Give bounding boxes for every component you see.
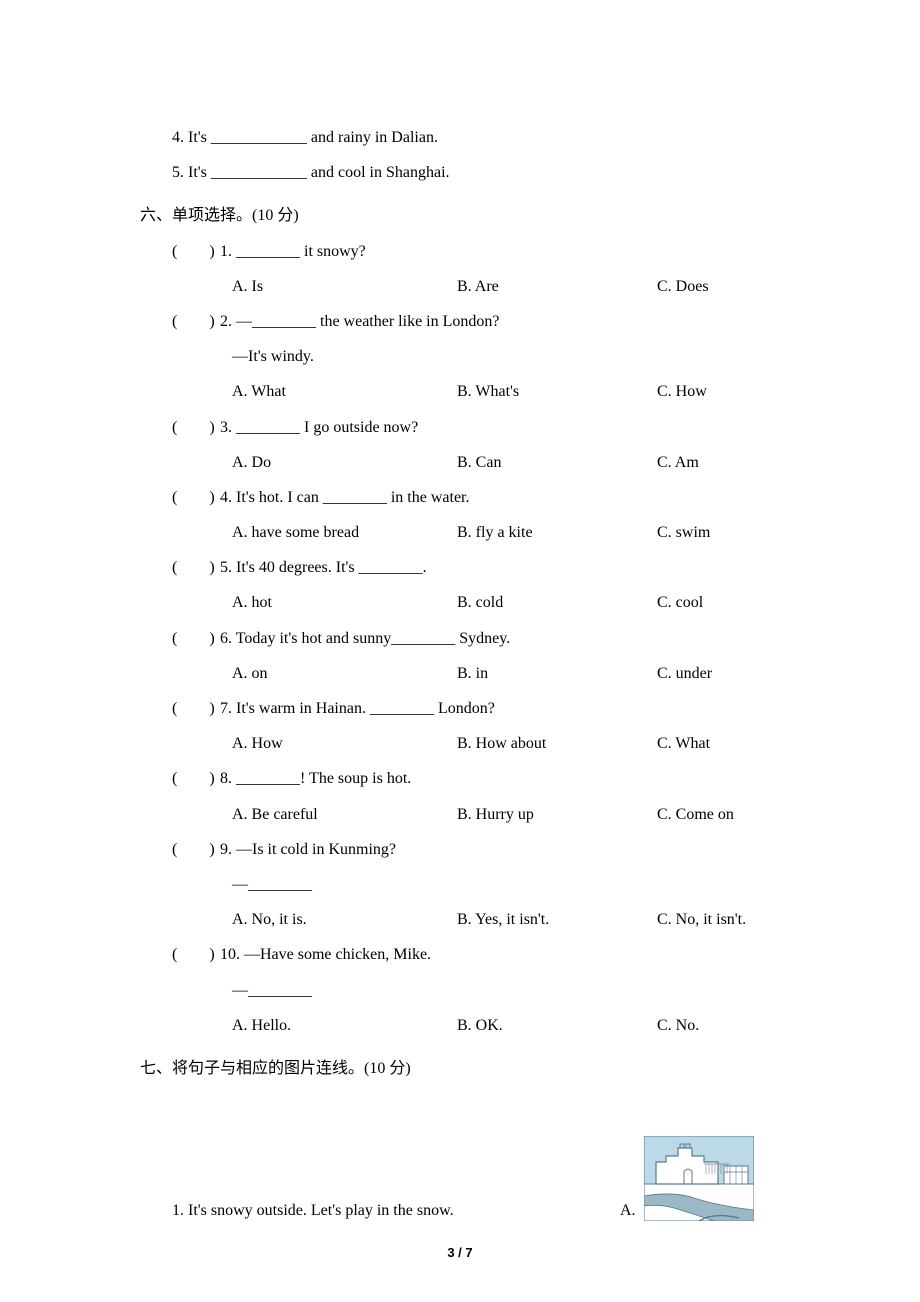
page-number: 3 / 7 xyxy=(0,1239,920,1268)
mc-option-b[interactable]: B. How about xyxy=(457,726,657,761)
mc-item-5: ( )5. It's 40 degrees. It's ________.A. … xyxy=(172,550,770,620)
match-row-1: 1. It's snowy outside. Let's play in the… xyxy=(140,1136,770,1228)
mc-question-text: 6. Today it's hot and sunny________ Sydn… xyxy=(220,621,770,656)
mc-option-c[interactable]: C. Am xyxy=(657,445,770,480)
mc-body: 6. Today it's hot and sunny________ Sydn… xyxy=(220,621,770,691)
mc-option-b[interactable]: B. OK. xyxy=(457,1008,657,1043)
answer-bracket[interactable]: ( ) xyxy=(172,550,220,620)
answer-bracket[interactable]: ( ) xyxy=(172,304,220,410)
mc-option-b[interactable]: B. Can xyxy=(457,445,657,480)
mc-option-a[interactable]: A. How xyxy=(232,726,457,761)
answer-bracket[interactable]: ( ) xyxy=(172,234,220,304)
mc-option-a[interactable]: A. No, it is. xyxy=(232,902,457,937)
mc-item-7: ( )7. It's warm in Hainan. ________ Lond… xyxy=(172,691,770,761)
mc-option-b[interactable]: B. What's xyxy=(457,374,657,409)
mc-option-c[interactable]: C. What xyxy=(657,726,770,761)
answer-bracket[interactable]: ( ) xyxy=(172,691,220,761)
answer-bracket[interactable]: ( ) xyxy=(172,832,220,938)
mc-option-c[interactable]: C. No. xyxy=(657,1008,770,1043)
mc-item-9: ( )9. —Is it cold in Kunming?—________A.… xyxy=(172,832,770,938)
mc-item-8: ( )8. ________! The soup is hot.A. Be ca… xyxy=(172,761,770,831)
fill-in-q4: 4. It's ____________ and rainy in Dalian… xyxy=(172,120,770,155)
mc-question-text: 1. ________ it snowy? xyxy=(220,234,770,269)
mc-question-text: 3. ________ I go outside now? xyxy=(220,410,770,445)
mc-options: A. onB. inC. under xyxy=(232,656,770,691)
mc-options: A. IsB. AreC. Does xyxy=(232,269,770,304)
mc-options: A. Hello.B. OK.C. No. xyxy=(232,1008,770,1043)
mc-options: A. DoB. CanC. Am xyxy=(232,445,770,480)
answer-bracket[interactable]: ( ) xyxy=(172,761,220,831)
mc-body: 8. ________! The soup is hot.A. Be caref… xyxy=(220,761,770,831)
match-image-cell-a: A. xyxy=(620,1136,770,1228)
section-7-heading: 七、将句子与相应的图片连线。(10 分) xyxy=(140,1051,770,1086)
mc-option-c[interactable]: C. cool xyxy=(657,585,770,620)
mc-option-a[interactable]: A. What xyxy=(232,374,457,409)
mc-option-a[interactable]: A. Is xyxy=(232,269,457,304)
match-image-label-a: A. xyxy=(620,1193,636,1228)
mc-followup-text: —________ xyxy=(232,973,770,1008)
mc-body: 1. ________ it snowy?A. IsB. AreC. Does xyxy=(220,234,770,304)
mc-option-b[interactable]: B. Are xyxy=(457,269,657,304)
mc-question-text: 9. —Is it cold in Kunming? xyxy=(220,832,770,867)
mc-options: A. have some breadB. fly a kiteC. swim xyxy=(232,515,770,550)
mc-option-a[interactable]: A. have some bread xyxy=(232,515,457,550)
fill-in-q5: 5. It's ____________ and cool in Shangha… xyxy=(172,155,770,190)
mc-body: 10. —Have some chicken, Mike.—________A.… xyxy=(220,937,770,1043)
mc-options: A. WhatB. What'sC. How xyxy=(232,374,770,409)
mc-option-a[interactable]: A. Do xyxy=(232,445,457,480)
mc-option-b[interactable]: B. Hurry up xyxy=(457,797,657,832)
answer-bracket[interactable]: ( ) xyxy=(172,480,220,550)
mc-followup-text: —It's windy. xyxy=(232,339,770,374)
mc-question-text: 10. —Have some chicken, Mike. xyxy=(220,937,770,972)
mc-item-1: ( )1. ________ it snowy?A. IsB. AreC. Do… xyxy=(172,234,770,304)
mc-option-a[interactable]: A. hot xyxy=(232,585,457,620)
mc-item-2: ( )2. —________ the weather like in Lond… xyxy=(172,304,770,410)
answer-bracket[interactable]: ( ) xyxy=(172,621,220,691)
match-sentence-1: 1. It's snowy outside. Let's play in the… xyxy=(172,1193,620,1228)
mc-body: 2. —________ the weather like in London?… xyxy=(220,304,770,410)
mc-options: A. Be carefulB. Hurry upC. Come on xyxy=(232,797,770,832)
mc-question-text: 7. It's warm in Hainan. ________ London? xyxy=(220,691,770,726)
mc-item-6: ( )6. Today it's hot and sunny________ S… xyxy=(172,621,770,691)
multiple-choice-list: ( )1. ________ it snowy?A. IsB. AreC. Do… xyxy=(140,234,770,1043)
mc-option-a[interactable]: A. Be careful xyxy=(232,797,457,832)
mc-body: 3. ________ I go outside now?A. DoB. Can… xyxy=(220,410,770,480)
mc-option-b[interactable]: B. Yes, it isn't. xyxy=(457,902,657,937)
mc-option-c[interactable]: C. swim xyxy=(657,515,770,550)
answer-bracket[interactable]: ( ) xyxy=(172,937,220,1043)
mc-option-c[interactable]: C. Come on xyxy=(657,797,770,832)
mc-body: 9. —Is it cold in Kunming?—________A. No… xyxy=(220,832,770,938)
answer-bracket[interactable]: ( ) xyxy=(172,410,220,480)
scene-illustration-icon xyxy=(644,1136,754,1228)
mc-body: 4. It's hot. I can ________ in the water… xyxy=(220,480,770,550)
mc-option-c[interactable]: C. How xyxy=(657,374,770,409)
mc-item-10: ( )10. —Have some chicken, Mike.—_______… xyxy=(172,937,770,1043)
mc-body: 5. It's 40 degrees. It's ________.A. hot… xyxy=(220,550,770,620)
mc-options: A. hotB. coldC. cool xyxy=(232,585,770,620)
mc-body: 7. It's warm in Hainan. ________ London?… xyxy=(220,691,770,761)
mc-item-4: ( )4. It's hot. I can ________ in the wa… xyxy=(172,480,770,550)
mc-option-a[interactable]: A. Hello. xyxy=(232,1008,457,1043)
mc-option-c[interactable]: C. Does xyxy=(657,269,770,304)
mc-option-c[interactable]: C. under xyxy=(657,656,770,691)
mc-option-b[interactable]: B. in xyxy=(457,656,657,691)
mc-option-b[interactable]: B. fly a kite xyxy=(457,515,657,550)
mc-options: A. No, it is.B. Yes, it isn't.C. No, it … xyxy=(232,902,770,937)
mc-followup-text: —________ xyxy=(232,867,770,902)
mc-question-text: 5. It's 40 degrees. It's ________. xyxy=(220,550,770,585)
mc-option-a[interactable]: A. on xyxy=(232,656,457,691)
mc-question-text: 2. —________ the weather like in London? xyxy=(220,304,770,339)
mc-option-b[interactable]: B. cold xyxy=(457,585,657,620)
mc-question-text: 8. ________! The soup is hot. xyxy=(220,761,770,796)
section-6-heading: 六、单项选择。(10 分) xyxy=(140,198,770,233)
mc-options: A. HowB. How aboutC. What xyxy=(232,726,770,761)
mc-question-text: 4. It's hot. I can ________ in the water… xyxy=(220,480,770,515)
mc-option-c[interactable]: C. No, it isn't. xyxy=(657,902,770,937)
mc-item-3: ( )3. ________ I go outside now?A. DoB. … xyxy=(172,410,770,480)
